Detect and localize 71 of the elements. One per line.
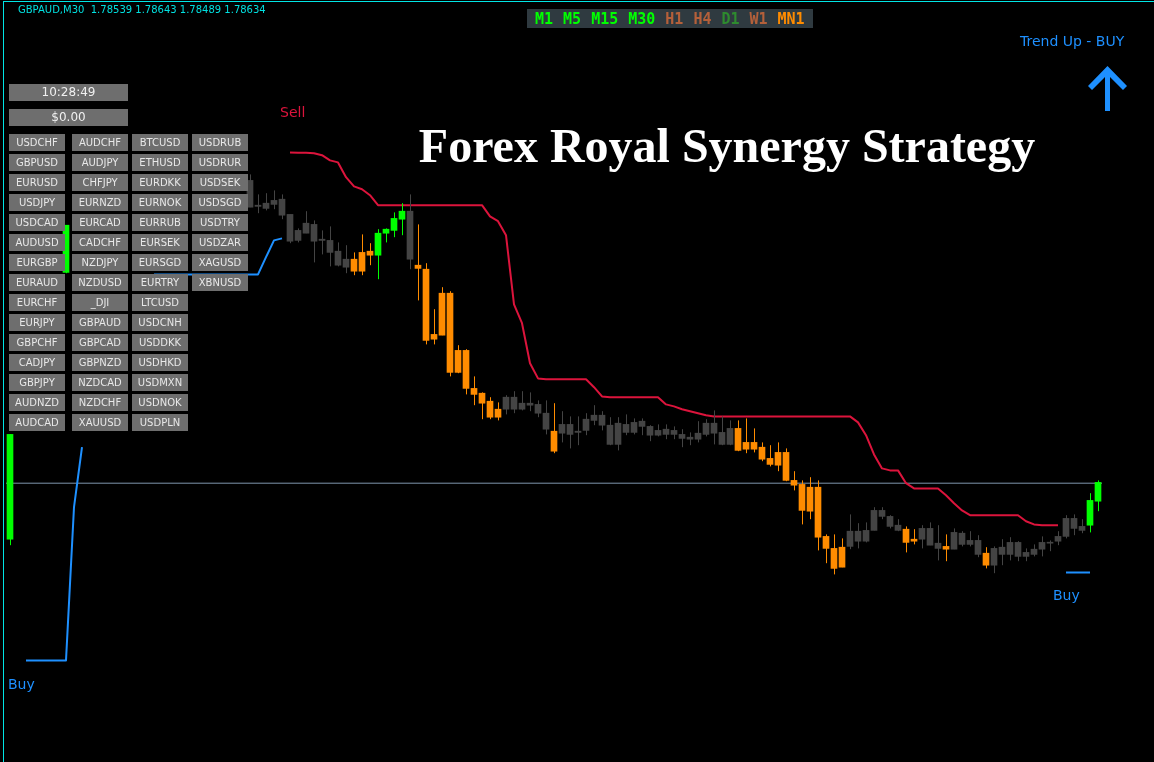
symbol-button: EURNZD <box>72 194 128 211</box>
text: Sell <box>280 104 306 120</box>
text: H1 <box>665 9 684 28</box>
text: 10:28:49 <box>9 84 128 101</box>
symbol-button: EURSGD <box>132 254 188 271</box>
candlestick <box>1046 539 1054 552</box>
text: $0.00 <box>9 109 128 126</box>
symbol-button: NZDCHF <box>72 394 128 411</box>
chart-title: Forex Royal Synergy Strategy <box>418 119 1036 172</box>
text: D1 <box>721 9 740 28</box>
symbol-button: EURTRY <box>132 274 188 291</box>
symbol-button: AUDCHF <box>72 134 128 151</box>
text: M30 <box>628 9 656 28</box>
text: W1 <box>749 9 768 28</box>
symbol-button: CADCHF <box>72 234 128 251</box>
symbol-button: AUDJPY <box>72 154 128 171</box>
symbol-button: GBPAUD <box>72 314 128 331</box>
text: Trend Up - BUY <box>1020 33 1125 49</box>
symbol-button: CADJPY <box>9 354 65 371</box>
symbol-button: EURGBP <box>9 254 65 271</box>
symbol-button: EURDKK <box>132 174 188 191</box>
symbol-button: USDMXN <box>132 374 188 391</box>
symbol-button: EURRUB <box>132 214 188 231</box>
symbol-button: USDCNH <box>132 314 188 331</box>
text: H4 <box>693 9 712 28</box>
text: M1 <box>535 9 554 28</box>
symbol-button: NZDJPY <box>72 254 128 271</box>
symbol-button: BTCUSD <box>132 134 188 151</box>
text: M15 <box>591 9 619 28</box>
symbol-button: LTCUSD <box>132 294 188 311</box>
symbol-button: CHFJPY <box>72 174 128 191</box>
symbol-button: NZDCAD <box>72 374 128 391</box>
symbol-button: EURUSD <box>9 174 65 191</box>
symbol-button: XAGUSD <box>192 254 248 271</box>
symbol-button: EURJPY <box>9 314 65 331</box>
text: MN1 <box>777 9 805 28</box>
symbol-button: USDRUR <box>192 154 248 171</box>
symbol-button: USDNOK <box>132 394 188 411</box>
symbol-button: ETHUSD <box>132 154 188 171</box>
symbol-button: EURCAD <box>72 214 128 231</box>
symbol-button: _DJI <box>72 294 128 311</box>
symbol-button: USDTRY <box>192 214 248 231</box>
symbol-button: USDJPY <box>9 194 65 211</box>
symbol-button: USDCHF <box>9 134 65 151</box>
symbol-button: USDSEK <box>192 174 248 191</box>
text: Buy <box>8 676 35 692</box>
symbol-button: USDHKD <box>132 354 188 371</box>
symbol-button: EURAUD <box>9 274 65 291</box>
symbol-button: XAUUSD <box>72 414 128 431</box>
symbol-button: USDCAD <box>9 214 65 231</box>
text: GBPAUD,M30 1.78539 1.78643 1.78489 1.78634 <box>18 4 266 15</box>
text: Buy <box>1053 587 1080 603</box>
symbol-button: NZDUSD <box>72 274 128 291</box>
symbol-button: GBPNZD <box>72 354 128 371</box>
symbol-button: XBNUSD <box>192 274 248 291</box>
symbol-button: USDZAR <box>192 234 248 251</box>
symbol-button: GBPUSD <box>9 154 65 171</box>
symbol-button: AUDNZD <box>9 394 65 411</box>
symbol-button: AUDCAD <box>9 414 65 431</box>
symbol-button: USDSGD <box>192 194 248 211</box>
text: M5 <box>563 9 582 28</box>
symbol-button: AUDUSD <box>9 234 65 251</box>
symbol-button: GBPCAD <box>72 334 128 351</box>
symbol-button: GBPJPY <box>9 374 65 391</box>
symbol-button: GBPCHF <box>9 334 65 351</box>
symbol-button: EURNOK <box>132 194 188 211</box>
symbol-button: USDRUB <box>192 134 248 151</box>
symbol-button: EURSEK <box>132 234 188 251</box>
symbol-button: USDDKK <box>132 334 188 351</box>
symbol-button: EURCHF <box>9 294 65 311</box>
symbol-button: USDPLN <box>132 414 188 431</box>
